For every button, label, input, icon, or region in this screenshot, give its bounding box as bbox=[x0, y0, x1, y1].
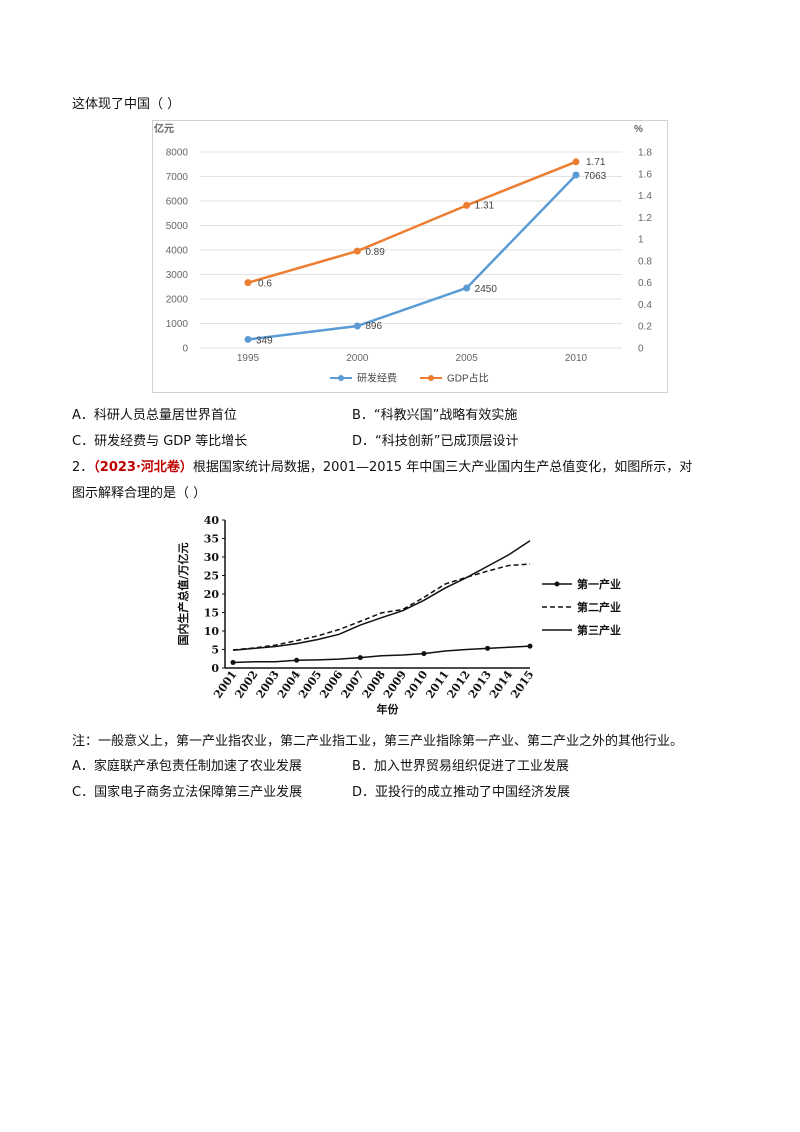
chart1-x-tick: 1995 bbox=[237, 353, 260, 364]
q1-option-b[interactable]: B．“科教兴国”战略有效实施 bbox=[352, 408, 518, 423]
chart1-left-tick: 8000 bbox=[166, 148, 189, 159]
q2-stem-line1: 2．（2023·河北卷）根据国家统计局数据，2001—2015 年中国三大产业国… bbox=[72, 459, 692, 477]
chart2-series-line bbox=[232, 563, 531, 651]
chart1-point bbox=[353, 247, 361, 255]
chart1-left-tick: 6000 bbox=[166, 197, 189, 208]
chart1-point bbox=[572, 158, 580, 166]
chart1-point bbox=[572, 171, 580, 179]
chart1-series-line bbox=[247, 174, 577, 341]
chart1-data-label: 1.71 bbox=[586, 157, 606, 168]
rd-funding-chart: 亿元 % 0 1000 2000 3000 4000 5000 6000 7000 8000 0 0… bbox=[152, 120, 668, 393]
chart1-right-tick: 1 bbox=[638, 235, 644, 246]
chart1-left-tick: 7000 bbox=[166, 172, 189, 183]
chart1-right-tick: 1.8 bbox=[638, 148, 652, 159]
chart1-right-tick: 1.6 bbox=[638, 169, 652, 180]
chart1-data-label: 1.31 bbox=[475, 200, 495, 211]
chart2-y-tick: 25 bbox=[204, 570, 219, 583]
chart2-y-tick: 35 bbox=[204, 533, 219, 546]
chart1-x-tick: 2000 bbox=[346, 353, 369, 364]
chart2-x-label: 年份 bbox=[377, 702, 400, 716]
chart2-point bbox=[527, 643, 533, 649]
chart1-left-tick: 4000 bbox=[166, 246, 189, 257]
chart2-legend-label: 第三产业 bbox=[577, 623, 621, 637]
q1-option-a[interactable]: A．科研人员总量居世界首位 bbox=[72, 408, 237, 423]
chart2-legend-marker bbox=[554, 581, 560, 587]
q2-option-c[interactable]: C．国家电子商务立法保障第三产业发展 bbox=[72, 785, 303, 800]
chart2-y-tick: 40 bbox=[204, 514, 220, 527]
q2-source: （2023·河北卷） bbox=[93, 460, 193, 475]
chart1-right-tick: 0.2 bbox=[638, 322, 652, 333]
chart1-right-tick: 1.2 bbox=[638, 213, 652, 224]
chart1-data-label: 349 bbox=[256, 335, 273, 346]
chart1-point bbox=[244, 335, 252, 343]
chart2-x-tick: 2015 bbox=[508, 668, 536, 701]
chart1-legend-label: 研发经费 bbox=[357, 372, 397, 385]
chart1-x-tick: 2005 bbox=[456, 353, 479, 364]
chart1-left-tick: 5000 bbox=[166, 221, 189, 232]
chart1-legend-marker bbox=[338, 375, 344, 381]
chart2-point bbox=[485, 645, 491, 651]
chart1-left-tick: 0 bbox=[182, 344, 188, 355]
chart1-right-tick: 0.6 bbox=[638, 278, 652, 289]
chart1-frame bbox=[152, 120, 668, 393]
chart1-data-label: 2450 bbox=[475, 284, 498, 295]
chart2-point bbox=[357, 655, 363, 661]
chart2-legend-label: 第二产业 bbox=[577, 600, 621, 614]
chart1-left-tick: 1000 bbox=[166, 319, 189, 330]
q1-option-c[interactable]: C．研发经费与 GDP 等比增长 bbox=[72, 434, 248, 449]
chart1-right-tick: 0 bbox=[638, 344, 644, 355]
chart1-right-unit: % bbox=[634, 124, 643, 135]
chart2-point bbox=[294, 657, 300, 663]
chart1-left-unit: 亿元 bbox=[154, 122, 174, 135]
chart1-series-line bbox=[247, 160, 577, 284]
chart1-right-tick: 0.4 bbox=[638, 300, 652, 311]
chart1-point bbox=[244, 279, 252, 287]
q1-stem-tail: 这体现了中国（ ） bbox=[72, 97, 181, 112]
q2-option-b[interactable]: B．加入世界贸易组织促进了工业发展 bbox=[352, 759, 569, 774]
chart1-data-label: 0.6 bbox=[258, 279, 272, 290]
chart1-data-label: 896 bbox=[365, 321, 382, 332]
chart1-left-tick: 2000 bbox=[166, 295, 189, 306]
chart1-right-tick: 0.8 bbox=[638, 256, 652, 267]
chart2-series-line bbox=[232, 645, 531, 664]
chart2-y-tick: 30 bbox=[204, 551, 220, 564]
chart1-legend-marker bbox=[428, 375, 434, 381]
chart2-point bbox=[230, 659, 236, 665]
q2-stem-line2: 图示解释合理的是（ ） bbox=[72, 486, 207, 501]
chart1-point bbox=[353, 322, 361, 330]
chart2-y-tick: 15 bbox=[204, 607, 219, 620]
q2-number: 2． bbox=[72, 460, 94, 475]
q2-stem-text: 根据国家统计局数据，2001—2015 年中国三大产业国内生产总值变化，如图所示… bbox=[192, 460, 693, 475]
chart2-series-line bbox=[232, 540, 531, 651]
gdp-industries-chart: 0510152025303540200120022003200420052006… bbox=[176, 514, 621, 716]
chart2-point bbox=[421, 651, 427, 657]
chart2-legend-label: 第一产业 bbox=[577, 577, 621, 591]
chart2-y-label: 国内生产总值/万亿元 bbox=[176, 542, 190, 645]
q2-option-d[interactable]: D．亚投行的成立推动了中国经济发展 bbox=[352, 785, 571, 800]
chart2-y-tick: 5 bbox=[211, 644, 219, 657]
chart1-legend-label: GDP占比 bbox=[447, 372, 489, 385]
q2-option-a[interactable]: A．家庭联产承包责任制加速了农业发展 bbox=[72, 759, 302, 774]
q2-note: 注：一般意义上，第一产业指农业，第二产业指工业，第三产业指除第一产业、第二产业之… bbox=[72, 734, 684, 749]
chart1-point bbox=[463, 284, 471, 292]
chart1-x-tick: 2010 bbox=[565, 353, 588, 364]
chart2-y-tick: 0 bbox=[211, 662, 219, 675]
chart1-data-label: 7063 bbox=[584, 171, 607, 182]
chart1-left-tick: 3000 bbox=[166, 270, 189, 281]
chart1-right-tick: 1.4 bbox=[638, 191, 652, 202]
chart1-data-label: 0.89 bbox=[365, 247, 385, 258]
chart1-point bbox=[463, 201, 471, 209]
chart2-y-tick: 10 bbox=[204, 625, 220, 638]
q1-option-d[interactable]: D．“科技创新”已成顶层设计 bbox=[352, 434, 519, 449]
chart2-y-tick: 20 bbox=[204, 588, 220, 601]
